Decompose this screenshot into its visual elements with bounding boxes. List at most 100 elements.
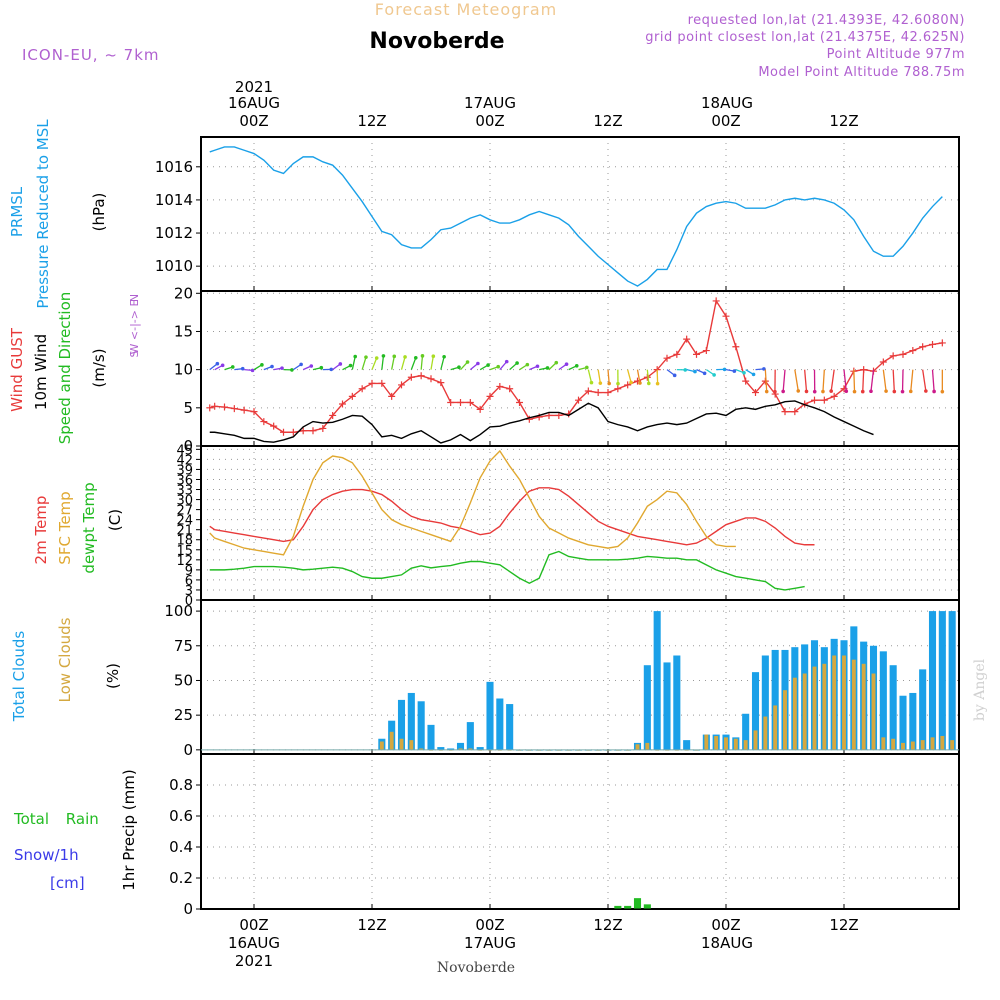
wind-arrow (822, 369, 825, 392)
bottom-tick-label: 12Z (357, 916, 386, 934)
wind-arrow-head (924, 389, 928, 393)
footer-location: Novoberde (437, 960, 515, 976)
gust-marker (693, 350, 700, 358)
rain-label: Total Rain (13, 810, 99, 828)
bottom-date-1: 16AUG (228, 934, 280, 952)
wind-arrow (361, 356, 367, 370)
prmsl-sublabel: Pressure Reduced to MSL (34, 119, 52, 309)
bar-low-clouds (861, 663, 866, 750)
model-label: ICON-EU, ~ 7km (22, 46, 160, 64)
bar-low-clouds (743, 740, 748, 750)
wind-arrow (371, 357, 378, 370)
wind-arrow-head (554, 360, 559, 365)
gust-marker (752, 389, 759, 397)
wind-arrow-head (486, 363, 490, 367)
y-tick-label: 10 (174, 361, 193, 379)
wind-arrow-head (574, 363, 579, 368)
wind-arrow-head (812, 389, 817, 394)
bottom-tick-label: 12Z (829, 916, 858, 934)
gust-marker (535, 413, 543, 421)
y-tick-label: 1012 (155, 224, 193, 242)
top-tick-label: 12Z (829, 112, 858, 130)
wind-arrow-head (589, 380, 594, 385)
wind-arrow-head (773, 389, 777, 394)
bar-total-clouds (407, 692, 415, 750)
wind-arrow-head (420, 354, 425, 358)
bar-total-rain (614, 905, 622, 909)
gust-marker (437, 379, 445, 387)
wind-arrow (420, 355, 424, 370)
y-tick-label: 0 (183, 437, 193, 455)
wind-arrow-head (353, 354, 358, 359)
top-tick-labels: 00Z 12Z 00Z 12Z 00Z 12Z (239, 112, 858, 130)
gust-marker (909, 347, 917, 355)
model-altitude: Model Point Altitude 788.75m (758, 65, 965, 80)
bar-low-clouds (419, 748, 424, 750)
bar-total-rain (624, 905, 632, 909)
point-altitude: Point Altitude 977m (827, 47, 965, 62)
bottom-year: 2021 (235, 952, 273, 970)
compass-we: W <-|-> E (128, 300, 141, 355)
bar-low-clouds (940, 735, 945, 750)
prmsl-unit: (hPa) (90, 193, 108, 232)
wind-arrow-head (844, 389, 849, 394)
wind-arrow-head (329, 367, 334, 372)
wind-arrow-head (364, 355, 368, 359)
wind-arrow-head (804, 389, 809, 394)
wind-arrow-head (712, 373, 716, 377)
y-tick-label: 20 (174, 284, 193, 302)
bar-low-clouds (792, 677, 797, 750)
gust-marker (368, 379, 376, 387)
wind-arrow-head (892, 389, 897, 394)
location-title: Novoberde (369, 29, 504, 54)
credit: by Angel (972, 658, 988, 721)
wind-arrow-head (584, 365, 589, 370)
gust-marker (378, 379, 386, 387)
bar-total-clouds (909, 692, 917, 750)
wind-arrow-head (260, 363, 264, 367)
y-tick-label: 33 (176, 484, 193, 499)
gust-marker (358, 385, 366, 393)
bottom-tick-labels: 00Z 12Z 00Z 12Z 00Z 12Z (239, 916, 858, 934)
wind-arrow (400, 356, 406, 370)
bar-total-clouds (653, 611, 661, 750)
bar-low-clouds (763, 716, 768, 750)
gust-marker (339, 400, 346, 408)
gust-marker (496, 382, 504, 390)
gust-marker (348, 392, 356, 400)
wind-arrow-head (781, 389, 785, 394)
wind-arrow (794, 369, 799, 391)
wind-arrow-head (672, 373, 677, 378)
bar-total-clouds (742, 713, 750, 750)
gust-marker (830, 392, 838, 400)
panel-4: 0 25 50 75 100 (164, 599, 960, 759)
cloud-labels: Total Clouds Low Clouds (%) by Angel (10, 617, 988, 722)
top-tick-label: 00Z (475, 112, 504, 130)
gust-marker (899, 350, 907, 358)
compass-s: S (128, 350, 141, 357)
gust-marker (722, 312, 730, 320)
y-tick-label: 18 (176, 534, 193, 549)
gust-marker (811, 396, 818, 404)
wind-arrow (430, 356, 434, 370)
bottom-tick-label: 00Z (239, 916, 268, 934)
gust-marker (427, 375, 435, 383)
wind-arrow-head (515, 361, 519, 365)
wind-arrow (910, 369, 914, 392)
gust-marker (781, 408, 789, 416)
temp2m-label: 2m Temp (32, 496, 50, 565)
y-tick-label: 3 (185, 584, 193, 599)
wind-arrow-head (525, 362, 530, 367)
bar-total-clouds (397, 699, 406, 750)
y-tick-label: 1014 (155, 191, 193, 209)
y-tick-label: 50 (174, 671, 193, 689)
top-tick-label: 12Z (593, 112, 622, 130)
bar-total-clouds (771, 649, 779, 750)
precip-labels: Total Rain Snow/1h [cm] 1hr Precip (mm) (13, 769, 138, 892)
wind-label: 10m Wind (32, 334, 50, 410)
bar-total-clouds (506, 704, 514, 750)
snow-label: Snow/1h (14, 846, 79, 864)
y-tick-label: 0 (183, 741, 193, 759)
wind-arrow-head (940, 389, 945, 394)
